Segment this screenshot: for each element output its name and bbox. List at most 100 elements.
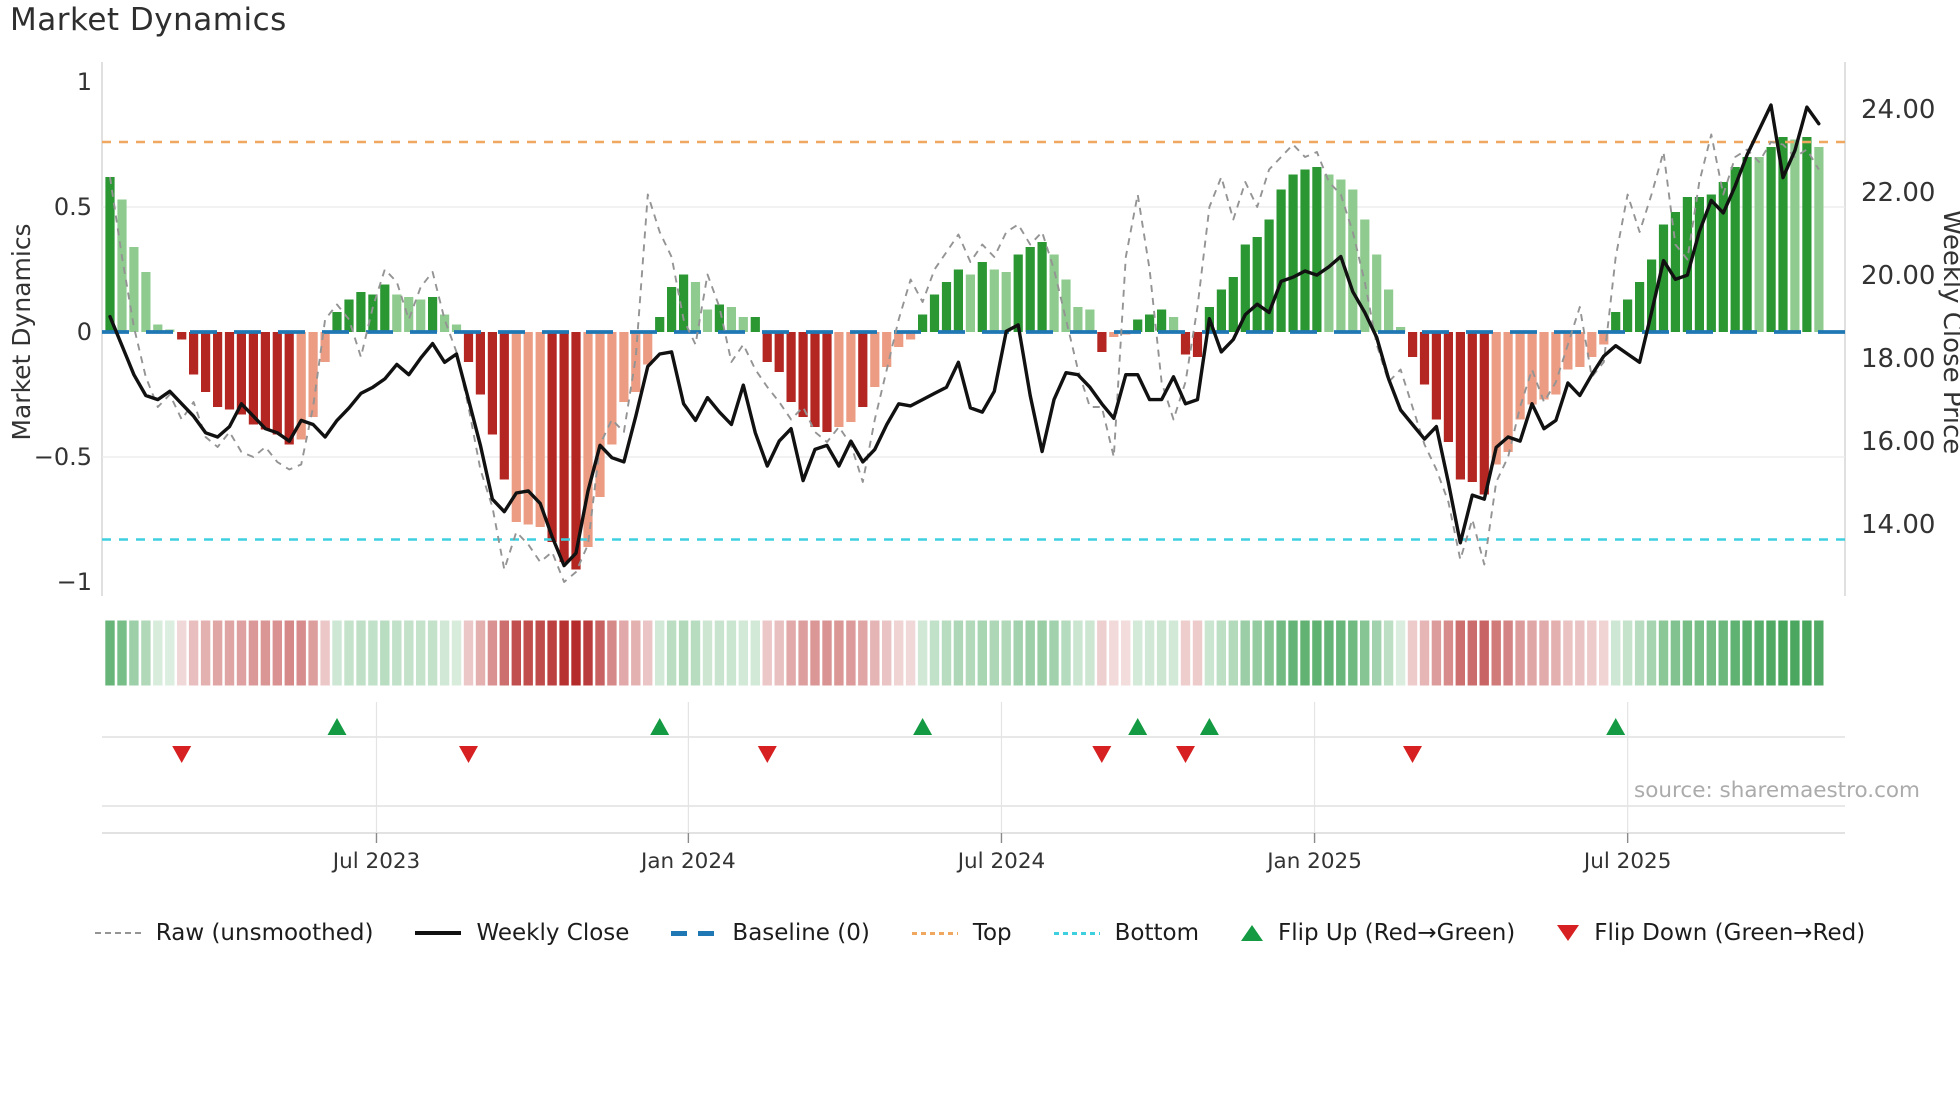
dynamics-bar [834,332,844,427]
heatmap-cell [1167,619,1180,687]
heatmap-cell [1096,619,1108,687]
legend-item-top: Top [911,920,1012,946]
dynamics-bar [1228,277,1238,332]
heatmap-cell [1633,619,1646,687]
flip-down-marker-icon [1403,746,1422,763]
heatmap-cell [140,619,152,687]
heatmap-cell [797,619,809,687]
legend-label: Flip Down (Green→Red) [1594,920,1866,946]
dynamics-bar [248,332,258,425]
heatmap-cell [976,619,988,687]
dynamics-bar [296,332,306,440]
left-tick-label: 0 [77,318,92,346]
heatmap-cell [1382,619,1395,687]
right-tick-label: 22.00 [1861,178,1935,208]
heatmap-cell [1132,619,1144,687]
left-tick-label: −1 [57,568,92,596]
heatmap-cell [1143,619,1156,687]
dynamics-bar [213,332,223,407]
heatmap-cell [1586,619,1598,687]
dynamics-bar [1360,219,1370,332]
heatmap-cell [1048,619,1060,687]
dynamics-bar [1169,317,1179,332]
dynamics-bar [1635,282,1645,332]
dynamics-bar [1324,174,1334,332]
heatmap-cell [1120,619,1132,687]
dynamics-bar [1766,147,1776,332]
dynamics-bar [1396,327,1406,332]
dynamics-bar [1682,197,1692,332]
dynamics-bar [1431,332,1441,420]
flip-up-marker-icon [650,718,670,735]
bottom-line-swatch-icon [1053,931,1100,935]
heatmap-cell [1418,619,1431,687]
heatmap-cell [1490,619,1502,687]
heatmap-cell [785,619,797,687]
dynamics-bar [798,332,808,417]
heatmap-cell [570,619,582,687]
dynamics-bar [1419,332,1430,385]
dynamics-bar [129,247,139,332]
dynamics-bar [702,309,713,332]
flip-down-marker-icon [1176,746,1195,763]
dynamics-bar [1252,237,1262,332]
heatmap-cell [462,619,475,687]
flip-up-triangle-icon [1241,925,1264,941]
flip-down-marker-icon [459,746,478,763]
dynamics-bar [535,332,545,527]
dynamics-bar [870,332,880,387]
heatmap-cell [1550,619,1562,687]
flip-down-marker-icon [172,746,192,763]
dynamics-bar [953,269,963,332]
right-axis-title: Weekly Close Price [1937,210,1960,455]
weekly-close-line [108,103,1821,568]
heatmap-cell [1036,619,1048,687]
dynamics-bar [1479,332,1489,495]
right-tick-label: 14.00 [1861,510,1935,540]
page-title: Market Dynamics [10,2,287,38]
heatmap-cell [833,619,845,687]
heatmap-cell [1442,619,1455,687]
heatmap-cell [904,619,917,687]
heatmap-cell [654,619,666,687]
heatmap-cell [618,619,630,687]
dynamics-bar [368,294,378,332]
heatmap-cell [988,619,1000,687]
heatmap-cell [367,619,379,687]
heatmap-cell [1681,619,1694,687]
dynamics-bar [260,332,270,430]
heatmap-cell [642,619,654,687]
heatmap-cell [415,619,427,687]
heatmap-cell [164,619,176,687]
heatmap-cell [940,619,953,687]
heatmap-cell [1777,619,1789,687]
dynamics-bar [404,297,414,332]
dynamics-bar [1288,174,1298,332]
heatmap-cell [474,619,487,687]
dynamics-bar [918,314,928,332]
heatmap-cell [1323,619,1335,687]
dynamics-bar [1109,332,1119,337]
dynamics-bar [320,332,330,362]
heatmap-cell [379,619,391,687]
top-line-swatch-icon [911,931,958,935]
dynamics-bar [1611,312,1621,332]
dynamics-bar [344,299,354,332]
heatmap-cell [821,619,833,687]
dynamics-bar [1790,139,1800,332]
heatmap-cell [1072,619,1084,687]
dynamics-bar [189,332,199,375]
dynamics-bar [583,332,593,547]
dynamics-bar [786,332,796,402]
dynamics-bar [332,312,342,332]
left-tick-label: 1 [77,68,92,96]
heatmap-cell [1813,619,1825,687]
dynamics-bar [1145,314,1155,332]
heatmap-cell [1108,619,1120,687]
dynamics-bar [440,314,450,332]
left-axis-title: Market Dynamics [7,223,36,440]
dynamics-bar [475,332,485,395]
dynamics-bar [762,332,772,362]
heatmap-cell [1466,619,1478,687]
left-tick-label: −0.5 [34,443,92,471]
